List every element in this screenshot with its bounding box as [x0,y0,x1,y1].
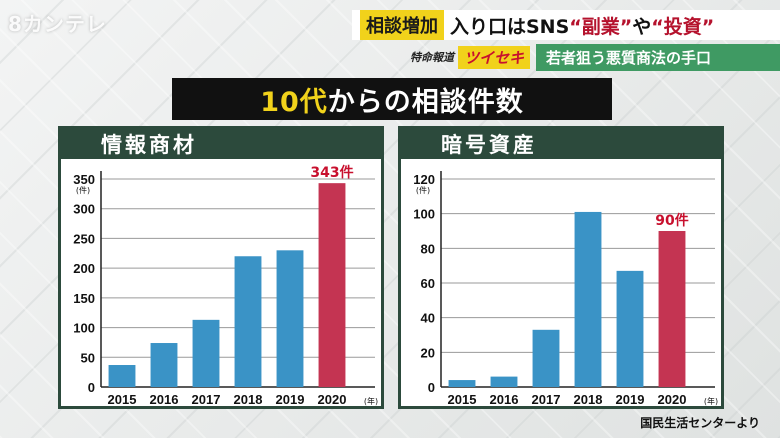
bar-2017 [192,319,220,387]
headline-bar: 相談増加 入り口はSNS “副業” や “投資” [352,10,780,40]
bar-2020 [318,183,346,387]
source-note: 国民生活センターより [640,416,760,430]
y-tick-label: 120 [413,172,435,187]
data-label: 343件 [310,164,353,181]
program-name: 特命報道 [410,51,454,64]
chart-info-products: 0 50 100 150 200 250 300 350(件) 2015 2016 2017 2018… [73,164,378,406]
y-tick-label: 200 [73,261,95,276]
panel-title: 情報商材 [61,129,381,159]
y-tick-label: 300 [73,202,95,217]
headline-mid: や [632,15,652,38]
y-tick-label: 40 [421,311,435,326]
panel-crypto: 暗号資産 0 20 40 60 80 100 120 (件) 2015 2016 2017 2018 2… [398,126,724,409]
bar-2018 [234,256,262,387]
headline-tag: 相談増加 [360,10,444,40]
bar-2020 [658,231,686,387]
y-tick-label: 250 [73,231,95,246]
x-tick-label: 2015 [108,392,137,406]
y-tick-label: 0 [88,380,95,395]
chart-title: 10代 からの相談件数 [172,78,612,120]
y-tick-label: 0 [428,380,435,395]
x-tick-label: 2020 [318,392,347,406]
title-rest: からの相談件数 [327,86,524,118]
bar-2019 [616,270,644,387]
bar-2015 [448,380,476,387]
program-brand: ツイセキ [458,45,531,69]
data-label: 90件 [655,212,688,229]
x-tick-label: 2016 [150,392,179,406]
y-tick-label: 350 [73,172,95,187]
x-tick-label: 2019 [276,392,305,406]
y-tick-label: 150 [73,291,95,306]
bar-2016 [490,376,518,387]
headline-quote2: “投資” [651,15,715,38]
bar-2017 [532,329,560,387]
x-tick-label: 2015 [448,392,477,406]
x-unit-label: (年) [704,396,718,406]
program-subtitle: 若者狙う悪質商法の手口 [536,43,780,71]
x-tick-label: 2017 [532,392,561,406]
title-highlight: 10代 [260,86,328,118]
y-unit-label: (件) [416,185,430,195]
bar-2016 [150,343,178,387]
x-tick-label: 2018 [234,392,263,406]
chart-crypto: 0 20 40 60 80 100 120(件) 2015 2016 2017 2018 2019 20… [413,171,718,406]
x-unit-label: (年) [364,396,378,406]
bar-2018 [574,211,602,387]
x-tick-label: 2018 [574,392,603,406]
headline-quote1: “副業” [569,15,633,38]
x-tick-label: 2016 [490,392,519,406]
x-tick-label: 2020 [658,392,687,406]
x-tick-label: 2017 [192,392,221,406]
panel-title: 暗号資産 [401,129,721,159]
y-tick-label: 100 [73,321,95,336]
x-tick-label: 2019 [616,392,645,406]
y-tick-label: 60 [421,276,435,291]
y-tick-label: 100 [413,207,435,222]
y-tick-label: 80 [421,241,435,256]
program-bar: 特命報道 ツイセキ 若者狙う悪質商法の手口 [410,43,780,71]
panel-info-products: 情報商材 0 50 100 150 200 250 300 350 (件) 2015 2016 201… [58,126,384,409]
bar-2015 [108,365,136,387]
y-tick-label: 50 [81,350,95,365]
headline-part1: 入り口はSNS [450,15,570,38]
bar-2019 [276,250,304,387]
y-tick-label: 20 [421,345,435,360]
channel-logo: 8カンテレ [8,12,107,36]
y-unit-label: (件) [76,185,90,195]
